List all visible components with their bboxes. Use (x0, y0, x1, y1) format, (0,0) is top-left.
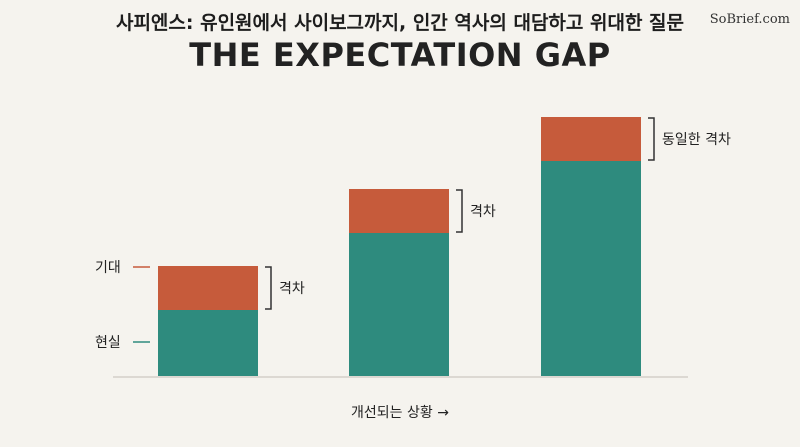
legend-expectation-label: 기대 (95, 260, 121, 276)
bar-reality-1 (158, 310, 258, 376)
header-title: 사피엔스: 유인원에서 사이보그까지, 인간 역사의 대담하고 위대한 질문 (115, 12, 685, 34)
bar-reality-2 (349, 233, 449, 376)
chart-title: THE EXPECTATION GAP (189, 36, 611, 74)
gap-label-1: 격차 (279, 281, 305, 297)
bar-reality-3 (541, 161, 641, 376)
gap-bracket-1 (265, 266, 272, 310)
legend-reality-label: 현실 (95, 335, 121, 351)
bar-expectation-2 (349, 189, 449, 233)
gap-bracket-3 (648, 117, 655, 161)
bar-expectation-1 (158, 266, 258, 310)
gap-label-2: 격차 (470, 204, 496, 220)
x-axis-label: 개선되는 상황 → (351, 405, 449, 421)
gap-bracket-2 (456, 189, 463, 233)
brand-logo-text: SoBrief.com (709, 12, 790, 27)
bar-expectation-3 (541, 117, 641, 161)
gap-label-3: 동일한 격차 (662, 132, 731, 148)
